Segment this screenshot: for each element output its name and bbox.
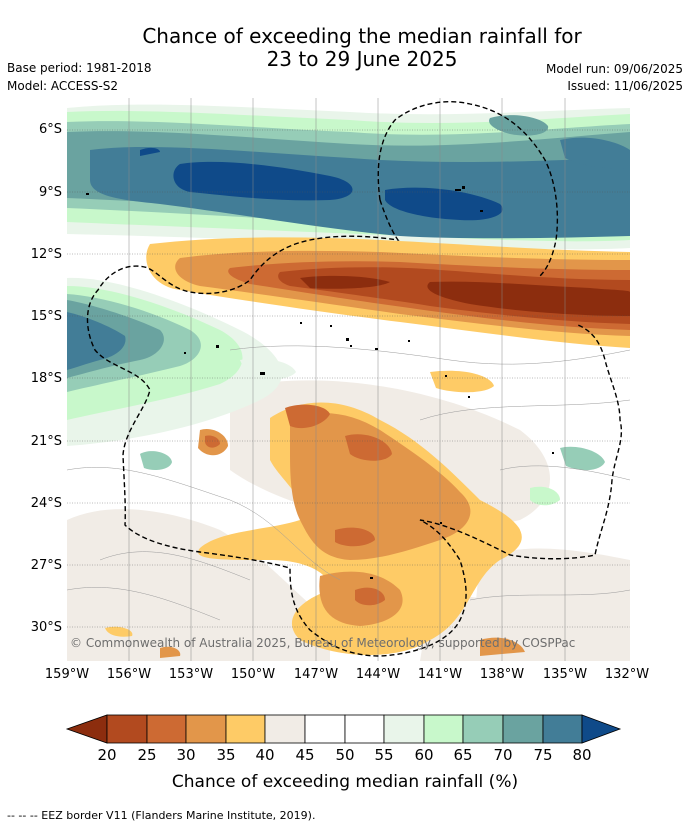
map-title-line1: Chance of exceeding the median rainfall … bbox=[142, 24, 582, 48]
colorbar-label: 30 bbox=[176, 746, 196, 764]
colorbar-label: 65 bbox=[453, 746, 473, 764]
colorbar-title: Chance of exceeding median rainfall (%) bbox=[171, 772, 519, 792]
map-title-line2: 23 to 29 June 2025 bbox=[266, 47, 458, 71]
lon-label: 141°W bbox=[417, 667, 463, 682]
lat-label: 30°S bbox=[30, 620, 62, 635]
colorbar-label: 75 bbox=[533, 746, 553, 764]
lat-label: 18°S bbox=[30, 371, 62, 386]
colorbar-label: 60 bbox=[414, 746, 434, 764]
dry-core bbox=[427, 281, 630, 316]
lat-label: 27°S bbox=[30, 558, 62, 573]
colorbar-label: 70 bbox=[493, 746, 513, 764]
colorbar-label: 50 bbox=[335, 746, 355, 764]
lon-label: 153°W bbox=[168, 667, 214, 682]
lon-label: 132°W bbox=[604, 667, 650, 682]
colorbar bbox=[65, 714, 622, 744]
lon-label: 156°W bbox=[106, 667, 152, 682]
eez-footnote: -- -- -- EEZ border V11 (Flanders Marine… bbox=[7, 809, 316, 822]
colorbar-label: 80 bbox=[572, 746, 592, 764]
lon-label: 159°W bbox=[44, 667, 90, 682]
colorbar-label: 40 bbox=[255, 746, 275, 764]
base-period: Base period: 1981-2018 bbox=[7, 61, 152, 75]
lon-label: 150°W bbox=[230, 667, 276, 682]
lat-label: 6°S bbox=[38, 122, 62, 137]
model-run: Model run: 09/06/2025 bbox=[545, 62, 683, 76]
lat-label: 15°S bbox=[30, 309, 62, 324]
copyright-notice: © Commonwealth of Australia 2025, Bureau… bbox=[70, 636, 576, 650]
colorbar-label: 45 bbox=[295, 746, 315, 764]
colorbar-label: 55 bbox=[374, 746, 394, 764]
colorbar-label: 35 bbox=[216, 746, 236, 764]
lat-label: 24°S bbox=[30, 496, 62, 511]
colorbar-label: 20 bbox=[97, 746, 117, 764]
lat-label: 21°S bbox=[30, 434, 62, 449]
lon-label: 144°W bbox=[355, 667, 401, 682]
lon-label: 135°W bbox=[542, 667, 588, 682]
map-field bbox=[67, 98, 630, 661]
lat-label: 9°S bbox=[38, 185, 62, 200]
lon-label: 147°W bbox=[293, 667, 339, 682]
colorbar-label: 25 bbox=[137, 746, 157, 764]
lon-label: 138°W bbox=[479, 667, 525, 682]
model-name: Model: ACCESS-S2 bbox=[7, 79, 119, 93]
issued-date: Issued: 11/06/2025 bbox=[567, 79, 683, 93]
lat-label: 12°S bbox=[30, 247, 62, 262]
eez-border bbox=[86, 101, 622, 657]
